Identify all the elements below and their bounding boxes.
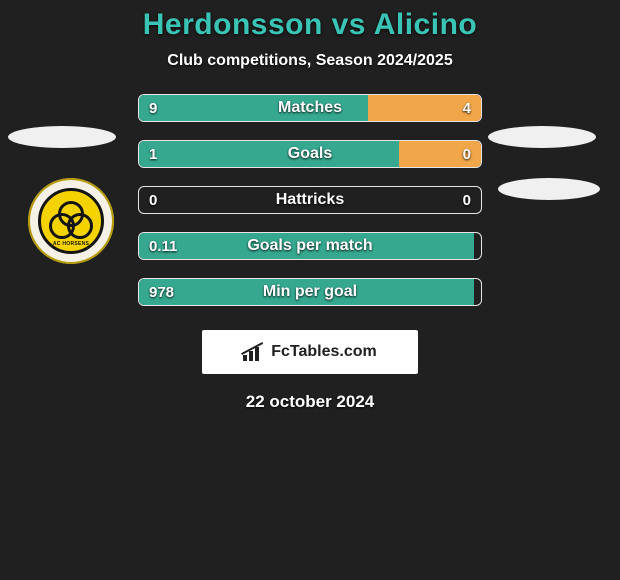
stat-row: 978Min per goal xyxy=(138,278,482,306)
page-subtitle: Club competitions, Season 2024/2025 xyxy=(0,52,620,70)
stat-left-value: 978 xyxy=(149,279,174,305)
stat-left-fill xyxy=(139,279,474,305)
stat-right-value: 0 xyxy=(463,141,471,167)
stat-left-value: 0 xyxy=(149,187,157,213)
stat-left-fill xyxy=(139,233,474,259)
stat-left-fill xyxy=(139,95,368,121)
stat-row: 0.11Goals per match xyxy=(138,232,482,260)
attribution-badge: FcTables.com xyxy=(202,330,418,374)
stat-left-value: 0.11 xyxy=(149,233,177,259)
player-left-avatar-placeholder xyxy=(8,126,116,148)
crest-rings-icon xyxy=(49,201,93,241)
stat-right-value: 4 xyxy=(463,95,471,121)
player-left-club-crest: AC HORSENS xyxy=(28,178,114,264)
stat-left-fill xyxy=(139,141,399,167)
club-crest-inner: AC HORSENS xyxy=(38,188,104,254)
page-title: Herdonsson vs Alicino xyxy=(0,8,620,42)
stat-label: Hattricks xyxy=(139,187,481,213)
stat-left-value: 9 xyxy=(149,95,157,121)
player-right-club-placeholder xyxy=(498,178,600,200)
stat-row: 94Matches xyxy=(138,94,482,122)
stat-row: 0 0Hattricks xyxy=(138,186,482,214)
snapshot-date: 22 october 2024 xyxy=(0,392,620,412)
player-right-avatar-placeholder xyxy=(488,126,596,148)
stat-row: 10Goals xyxy=(138,140,482,168)
chart-icon xyxy=(243,343,265,361)
stat-left-value: 1 xyxy=(149,141,157,167)
attribution-text: FcTables.com xyxy=(271,343,377,361)
crest-club-name: AC HORSENS xyxy=(41,241,101,247)
stat-right-value: 0 xyxy=(463,187,471,213)
